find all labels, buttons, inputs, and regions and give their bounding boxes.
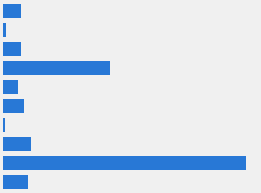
Bar <box>3 61 110 75</box>
Bar <box>3 4 21 19</box>
Bar <box>3 174 28 189</box>
Bar <box>3 118 4 132</box>
Bar <box>3 137 31 151</box>
Bar <box>3 99 24 113</box>
Bar <box>3 23 6 37</box>
Bar <box>3 156 246 170</box>
Bar <box>3 42 21 56</box>
Bar <box>3 80 18 94</box>
